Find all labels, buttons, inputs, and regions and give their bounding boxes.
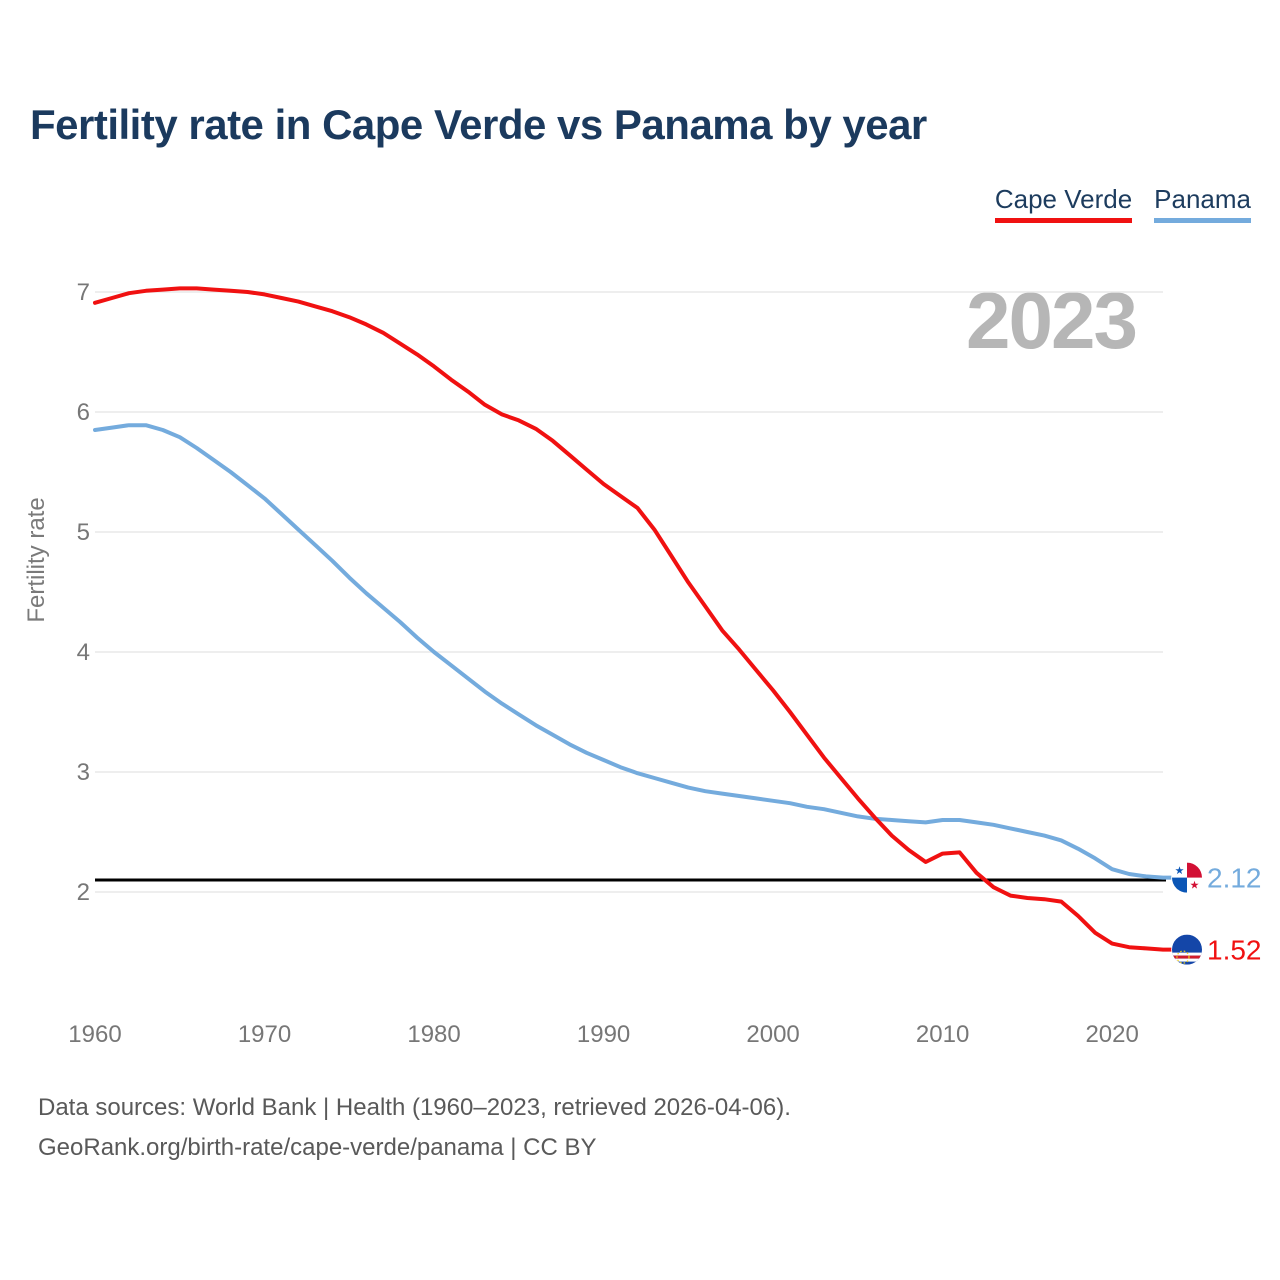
footer-data-sources: Data sources: World Bank | Health (1960–… — [38, 1094, 791, 1121]
x-tick-label: 2010 — [916, 1021, 969, 1048]
x-tick-label: 1970 — [238, 1021, 291, 1048]
y-tick-label: 7 — [77, 279, 90, 306]
page-title: Fertility rate in Cape Verde vs Panama b… — [30, 101, 927, 148]
panama-end-value-label: 2.12 — [1207, 863, 1262, 894]
legend-label-panama: Panama — [1154, 184, 1251, 214]
x-tick-label: 1980 — [407, 1021, 460, 1048]
legend-item-cape-verde[interactable]: Cape Verde — [994, 184, 1133, 223]
footer: Data sources: World Bank | Health (1960–… — [38, 1088, 791, 1168]
x-tick-label: 2020 — [1085, 1021, 1138, 1048]
x-tick-label: 1960 — [68, 1021, 121, 1048]
y-axis-tick-labels: 7 6 5 4 3 2 — [77, 279, 90, 906]
cape-verde-line[interactable] — [93, 286, 1173, 952]
x-tick-label: 2000 — [746, 1021, 799, 1048]
y-tick-label: 2 — [77, 879, 90, 906]
y-tick-label: 6 — [77, 399, 90, 426]
y-tick-label: 5 — [77, 519, 90, 546]
x-tick-label: 1990 — [577, 1021, 630, 1048]
cape-verde-flag-icon — [1171, 933, 1203, 966]
legend-label-cape-verde: Cape Verde — [994, 184, 1133, 214]
gridlines — [95, 291, 1163, 893]
x-axis-tick-labels: 1960 1970 1980 1990 2000 2010 2020 — [68, 1021, 1139, 1048]
cape-verde-end-value-label: 1.52 — [1207, 935, 1262, 966]
legend-item-panama[interactable]: Panama — [1154, 184, 1251, 223]
legend: Cape Verde Panama — [994, 184, 1251, 223]
y-tick-label: 3 — [77, 759, 90, 786]
panama-flag-icon — [1171, 861, 1203, 894]
watermark-year: 2023 — [966, 276, 1136, 365]
y-tick-label: 4 — [77, 639, 90, 666]
panama-line[interactable] — [93, 423, 1173, 880]
y-axis-title: Fertility rate — [23, 497, 50, 622]
footer-attribution: GeoRank.org/birth-rate/cape-verde/panama… — [38, 1134, 597, 1161]
